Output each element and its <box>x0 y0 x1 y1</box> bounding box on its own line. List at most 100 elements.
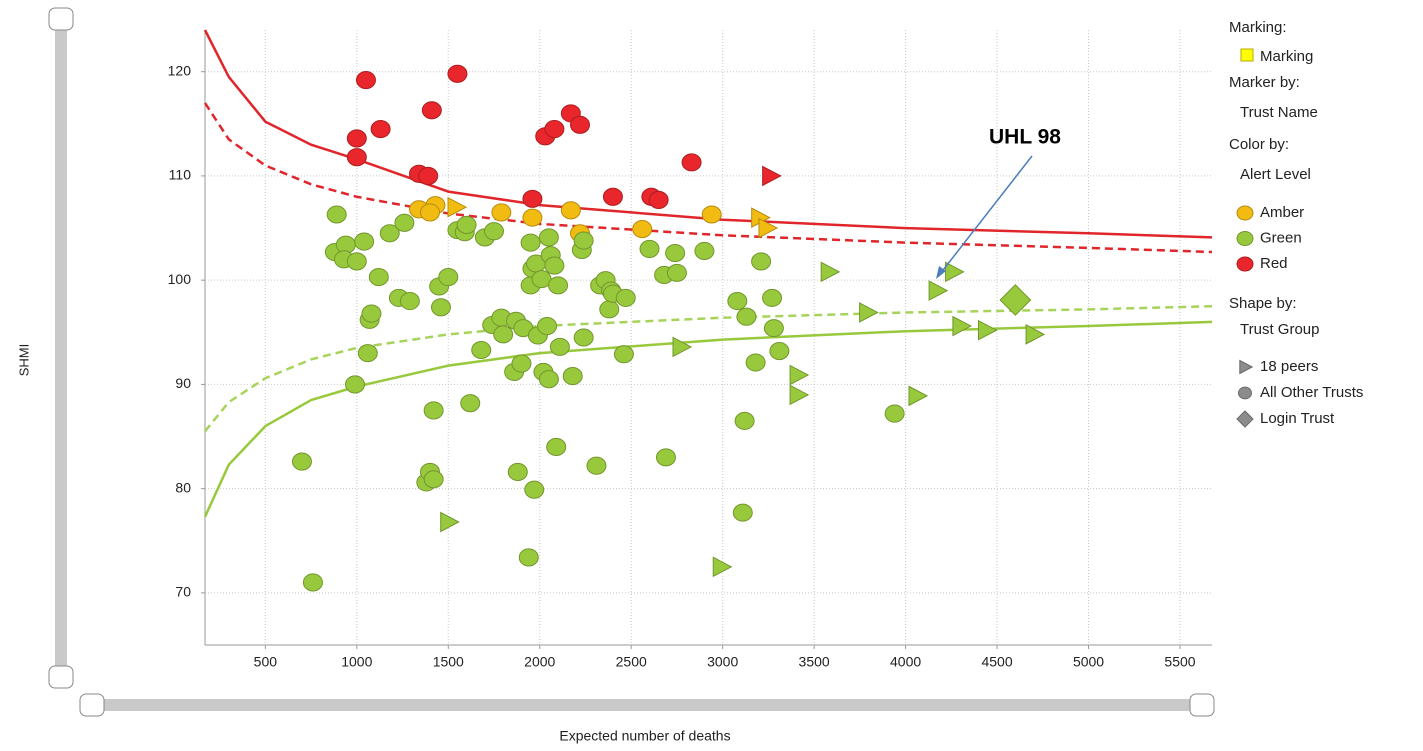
annotation-arrow <box>939 155 1033 275</box>
data-point <box>758 217 779 239</box>
data-point <box>418 166 439 185</box>
x-slider-handle-left[interactable] <box>79 693 105 717</box>
data-point <box>977 319 998 341</box>
marking-swatch <box>1240 48 1254 62</box>
data-point <box>518 548 539 567</box>
legend-shape-swatch <box>1238 386 1252 400</box>
data-point <box>522 189 543 208</box>
y-slider-handle-top[interactable] <box>48 7 74 31</box>
data-point <box>471 340 492 360</box>
data-point <box>423 470 444 489</box>
data-point <box>672 336 693 358</box>
data-point <box>538 228 559 247</box>
data-point <box>632 220 653 239</box>
y-tick-label: 70 <box>175 584 191 600</box>
legend-item: Login Trust <box>1260 410 1335 427</box>
data-point <box>491 203 512 222</box>
data-point <box>599 300 620 319</box>
x-tick-label: 2000 <box>524 654 555 670</box>
legend-item: Green <box>1260 229 1302 246</box>
data-point <box>681 153 702 172</box>
legend: Marking: Marking Marker by: Trust Name Color… <box>1229 19 1363 428</box>
data-point <box>399 291 420 311</box>
data-point <box>789 364 810 386</box>
data-point <box>745 353 766 372</box>
data-point <box>615 288 636 307</box>
data-point <box>484 222 505 241</box>
data-point <box>522 208 543 227</box>
control-limit-line <box>203 29 1213 239</box>
data-point <box>544 256 565 275</box>
control-limits <box>203 29 1213 518</box>
data-point <box>602 187 623 206</box>
data-point <box>762 288 783 307</box>
data-point <box>655 448 676 467</box>
legend-heading: Shape by: <box>1229 295 1297 312</box>
data-point <box>908 385 929 407</box>
data-point <box>344 375 365 394</box>
data-point <box>354 232 375 251</box>
x-tick-label: 3500 <box>799 654 830 670</box>
data-point <box>291 452 312 471</box>
control-limit-line <box>204 304 1213 433</box>
legend-item: Amber <box>1260 204 1304 221</box>
legend-color-swatch <box>1236 205 1254 221</box>
y-axis-label: SHMI <box>16 344 31 377</box>
data-point <box>537 316 558 336</box>
data-point <box>379 224 400 243</box>
legend-shape-swatch <box>1236 410 1254 428</box>
data-point <box>727 291 748 311</box>
data-point <box>423 401 444 420</box>
data-point <box>346 129 367 148</box>
data-point <box>548 276 569 295</box>
data-point <box>549 337 570 356</box>
data-point <box>859 302 879 323</box>
data-point <box>302 573 323 592</box>
y-slider-track[interactable] <box>55 22 67 674</box>
data-point <box>573 231 594 250</box>
data-point <box>438 267 459 287</box>
data-point <box>665 244 686 263</box>
data-point <box>346 148 367 167</box>
legend-item: Trust Group <box>1240 321 1319 338</box>
data-point <box>712 556 733 578</box>
data-point <box>666 263 687 282</box>
annotation: UHL 98 <box>989 126 1061 149</box>
data-point <box>763 319 784 338</box>
x-tick-label: 5000 <box>1073 654 1104 670</box>
annotation-arrowhead <box>936 266 946 279</box>
data-point <box>884 404 905 423</box>
data-point <box>751 252 772 271</box>
x-tick-label: 1000 <box>341 654 372 670</box>
legend-item: Trust Name <box>1240 104 1318 121</box>
legend-color-swatch <box>1236 256 1254 272</box>
data-point <box>734 411 755 430</box>
data-point <box>928 280 949 301</box>
data-point <box>440 511 460 533</box>
legend-color-swatch <box>1236 231 1254 246</box>
x-slider-track[interactable] <box>92 699 1204 711</box>
y-tick-label: 100 <box>168 271 192 287</box>
x-axis-label: Expected number of deaths <box>559 728 730 744</box>
data-point <box>368 267 389 287</box>
x-slider-handle-right[interactable] <box>1189 693 1215 717</box>
data-point <box>421 101 442 120</box>
data-point <box>732 503 753 522</box>
legend-item: Alert Level <box>1240 166 1311 183</box>
data-point <box>447 64 468 83</box>
data-point <box>507 462 528 482</box>
data-point <box>511 354 532 373</box>
data-point <box>952 315 973 337</box>
data-point <box>648 190 669 209</box>
data-point <box>394 213 415 232</box>
data-point <box>520 233 541 252</box>
data-point <box>346 252 367 271</box>
data-point <box>456 215 477 234</box>
x-tick-label: 2500 <box>616 654 647 670</box>
data-point <box>326 205 347 224</box>
y-slider-handle-bottom[interactable] <box>48 665 74 689</box>
x-tick-label: 500 <box>254 654 278 670</box>
y-tick-label: 120 <box>168 62 192 78</box>
